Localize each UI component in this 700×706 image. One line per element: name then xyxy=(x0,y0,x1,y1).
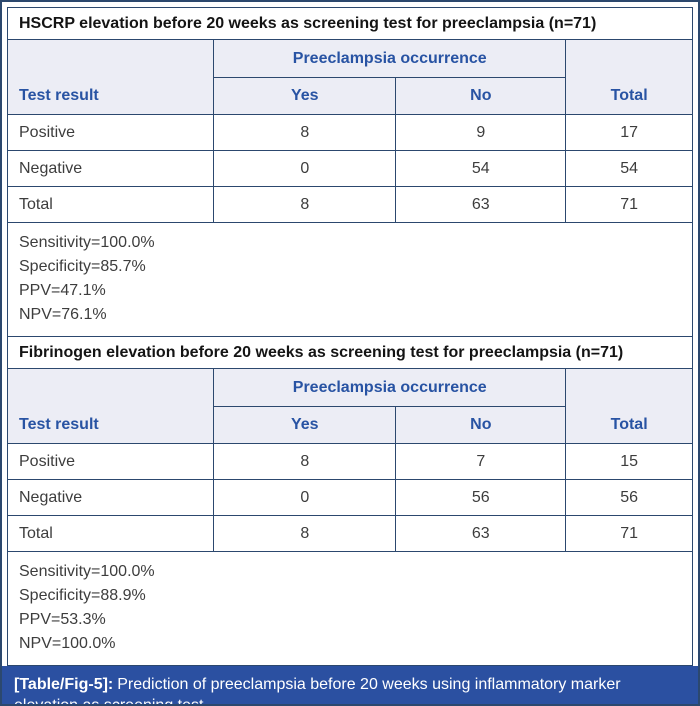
fibrinogen-table-title: Fibrinogen elevation before 20 weeks as … xyxy=(7,336,693,369)
fibrinogen-contingency-table: Test result Preeclampsia occurrence Tota… xyxy=(6,368,693,552)
table-row: Positive 8 9 17 xyxy=(6,114,693,151)
row-label: Positive xyxy=(6,443,215,480)
fibrinogen-stats-box: Sensitivity=100.0% Specificity=88.9% PPV… xyxy=(7,551,693,666)
table-row: Total 8 63 71 xyxy=(6,515,693,552)
cell-yes: 8 xyxy=(213,114,397,151)
hscrp-table-block: HSCRP elevation before 20 weeks as scree… xyxy=(6,7,693,337)
test-result-header: Test result xyxy=(6,368,215,444)
occurrence-group-header: Preeclampsia occurrence xyxy=(213,368,567,407)
fibrinogen-table-block: Fibrinogen elevation before 20 weeks as … xyxy=(6,336,693,666)
hscrp-table-title: HSCRP elevation before 20 weeks as scree… xyxy=(7,7,693,40)
total-column-header: Total xyxy=(565,368,693,444)
row-label: Negative xyxy=(6,479,215,516)
cell-total: 56 xyxy=(565,479,693,516)
no-column-header: No xyxy=(395,77,567,115)
cell-no: 54 xyxy=(395,150,567,187)
table-row: Positive 8 7 15 xyxy=(6,443,693,480)
hscrp-contingency-table: Test result Preeclampsia occurrence Tota… xyxy=(6,39,693,223)
cell-no: 7 xyxy=(395,443,567,480)
figure-caption: [Table/Fig-5]: Prediction of preeclampsia… xyxy=(2,666,698,706)
header-row-sub: Yes No xyxy=(8,77,693,115)
header-row-group: Test result Preeclampsia occurrence Tota… xyxy=(6,368,693,444)
specificity-value: Specificity=88.9% xyxy=(19,587,146,604)
table-row: Negative 0 56 56 xyxy=(6,479,693,516)
ppv-value: PPV=47.1% xyxy=(19,282,106,299)
cell-total: 15 xyxy=(565,443,693,480)
hscrp-stats-box: Sensitivity=100.0% Specificity=85.7% PPV… xyxy=(7,222,693,337)
table-row: Negative 0 54 54 xyxy=(6,150,693,187)
no-column-header: No xyxy=(395,406,567,444)
ppv-value: PPV=53.3% xyxy=(19,611,106,628)
total-column-header: Total xyxy=(565,39,693,115)
cell-no: 56 xyxy=(395,479,567,516)
cell-no: 63 xyxy=(395,186,567,223)
sensitivity-value: Sensitivity=100.0% xyxy=(19,234,155,251)
yes-column-header: Yes xyxy=(213,77,397,115)
caption-text: Prediction of preeclampsia before 20 wee… xyxy=(14,676,621,706)
caption-label: [Table/Fig-5]: xyxy=(14,676,114,693)
cell-no: 9 xyxy=(395,114,567,151)
occurrence-group-header: Preeclampsia occurrence xyxy=(213,39,567,78)
cell-yes: 8 xyxy=(213,515,397,552)
header-row-group: Test result Preeclampsia occurrence Tota… xyxy=(6,39,693,115)
cell-no: 63 xyxy=(395,515,567,552)
table-row: Total 8 63 71 xyxy=(6,186,693,223)
cell-yes: 8 xyxy=(213,186,397,223)
row-label: Total xyxy=(6,186,215,223)
test-result-header: Test result xyxy=(6,39,215,115)
cell-total: 17 xyxy=(565,114,693,151)
row-label: Total xyxy=(6,515,215,552)
npv-value: NPV=100.0% xyxy=(19,635,116,652)
yes-column-header: Yes xyxy=(213,406,397,444)
npv-value: NPV=76.1% xyxy=(19,306,107,323)
cell-yes: 8 xyxy=(213,443,397,480)
cell-total: 54 xyxy=(565,150,693,187)
cell-total: 71 xyxy=(565,186,693,223)
cell-total: 71 xyxy=(565,515,693,552)
specificity-value: Specificity=85.7% xyxy=(19,258,146,275)
cell-yes: 0 xyxy=(213,150,397,187)
sensitivity-value: Sensitivity=100.0% xyxy=(19,563,155,580)
row-label: Positive xyxy=(6,114,215,151)
cell-yes: 0 xyxy=(213,479,397,516)
figure-content: HSCRP elevation before 20 weeks as scree… xyxy=(2,2,698,666)
row-label: Negative xyxy=(6,150,215,187)
